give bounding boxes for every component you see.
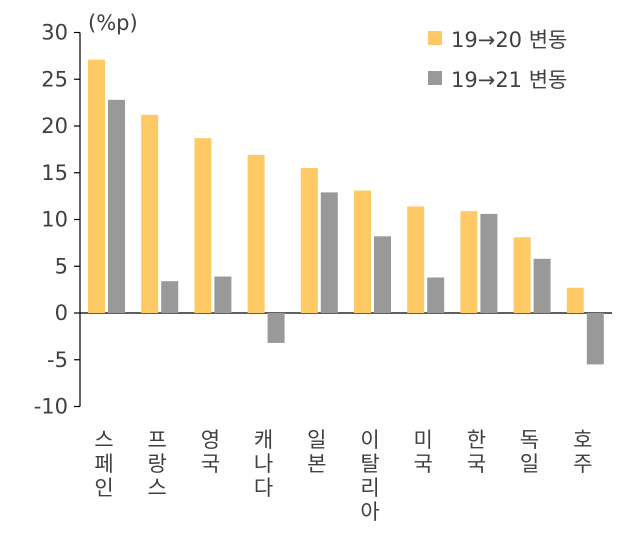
- y-axis-ticks: -10 -5 0 5 10 15 20 25 30: [34, 21, 80, 419]
- bar-series1-6: [407, 206, 425, 313]
- bars: [88, 59, 604, 365]
- legend-label-1: 19→20 변동: [451, 28, 567, 52]
- y-tick-label: 30: [41, 21, 68, 45]
- bar-series2-0: [108, 99, 125, 313]
- bar-series1-8: [513, 237, 531, 313]
- y-tick-label: 20: [41, 114, 68, 138]
- bar-series2-4: [320, 192, 338, 313]
- bar-series2-7: [480, 213, 498, 313]
- legend-swatch-1: [428, 31, 442, 45]
- bar-series2-3: [267, 313, 285, 343]
- bar-series1-4: [300, 168, 318, 313]
- y-tick-label: 5: [55, 254, 68, 278]
- y-tick-label: -10: [34, 395, 68, 419]
- legend-label-2: 19→21 변동: [451, 68, 567, 92]
- bar-series1-9: [566, 287, 584, 313]
- bar-series2-1: [161, 281, 179, 313]
- bar-series2-6: [427, 277, 445, 313]
- bar-series1-7: [460, 211, 478, 313]
- bar-series2-2: [214, 276, 232, 313]
- bar-series1-1: [141, 114, 159, 313]
- bar-series2-5: [374, 236, 391, 313]
- bar-series1-0: [88, 59, 105, 313]
- bar-series1-2: [194, 138, 212, 313]
- bar-series1-3: [247, 154, 265, 313]
- legend-swatch-2: [428, 71, 442, 85]
- unit-label: (%p): [88, 11, 138, 35]
- y-tick-label: 25: [41, 67, 68, 91]
- y-tick-label: -5: [47, 348, 68, 372]
- y-tick-label: 10: [41, 208, 68, 232]
- y-tick-label: 15: [41, 161, 68, 185]
- bar-series1-5: [354, 190, 371, 313]
- bar-series2-8: [533, 258, 551, 313]
- legend: 19→20 변동 19→21 변동: [428, 28, 567, 92]
- y-tick-label: 0: [55, 301, 68, 325]
- x-axis-categories: 스 페 인 프 랑 스 영 국 캐 나 다 일 본 이 탈 리 아 미 국 한 국 독 일 호 주: [94, 428, 592, 524]
- bar-series2-9: [586, 313, 604, 365]
